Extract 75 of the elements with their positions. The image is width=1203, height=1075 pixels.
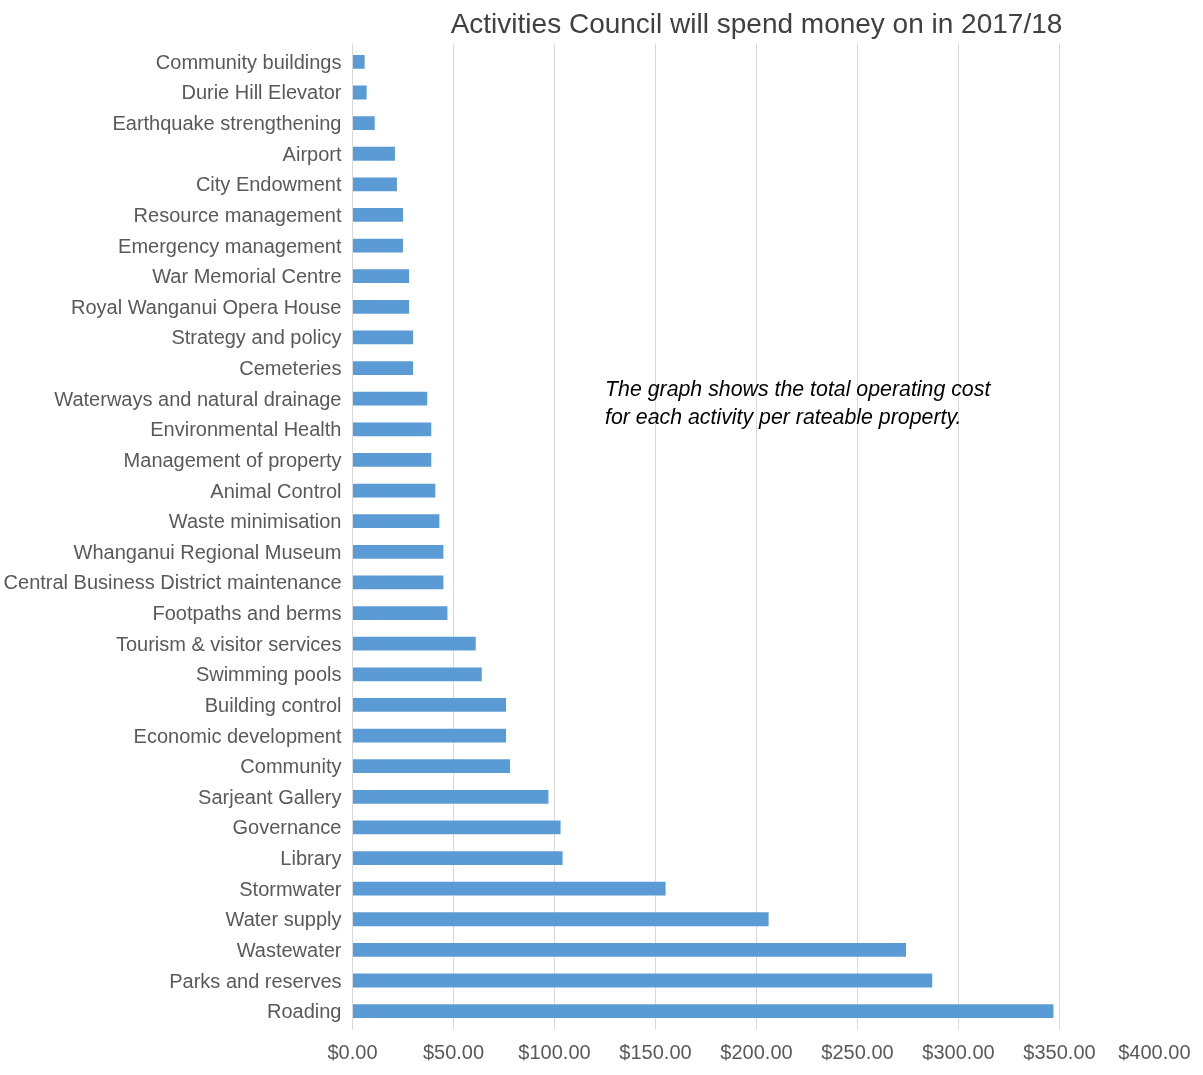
bar [352, 54, 365, 69]
bar [352, 881, 666, 896]
bar [352, 789, 549, 804]
y-tick-label: Wastewater [236, 938, 342, 961]
y-tick-label: City Endowment [195, 173, 342, 196]
y-tick-label: War Memorial Centre [152, 265, 342, 288]
bar [352, 299, 410, 314]
y-tick-label: Management of property [123, 448, 342, 471]
x-tick-label: $150.00 [619, 1040, 692, 1063]
y-tick-label: Library [280, 847, 342, 870]
y-tick-label: Strategy and policy [171, 326, 342, 349]
y-tick-label: Roading [267, 1000, 342, 1023]
bar [352, 483, 436, 498]
bar [352, 238, 403, 253]
y-tick-label: Airport [282, 142, 342, 165]
bar [352, 973, 933, 988]
y-tick-label: Footpaths and berms [152, 602, 342, 625]
y-tick-label: Central Business District maintenance [3, 571, 342, 594]
x-tick-label: $300.00 [922, 1040, 995, 1063]
annotation: The graph shows the total operating cost for each activity per rateable property. [605, 376, 992, 430]
bar [352, 698, 507, 712]
x-tick-label: $50.00 [422, 1040, 485, 1063]
bar [352, 514, 440, 529]
x-tick-label: $250.00 [821, 1040, 894, 1063]
chart-title: Activities Council will spend money on in 2017/18 [450, 7, 1063, 39]
bar [352, 208, 403, 222]
x-tick-label: $100.00 [518, 1040, 591, 1063]
y-tick-label: Durie Hill Elevator [181, 81, 342, 104]
bar [352, 575, 444, 590]
bar [352, 116, 375, 130]
y-tick-label: Whanganui Regional Museum [73, 540, 342, 563]
bar [352, 269, 410, 284]
bar [352, 667, 482, 682]
y-tick-label: Governance [232, 816, 342, 839]
y-tick-label: Water supply [225, 908, 342, 931]
x-tick-label: $400.00 [1118, 1040, 1191, 1063]
x-tick-label: $350.00 [1023, 1040, 1096, 1063]
bar [352, 146, 395, 161]
bar [352, 759, 511, 774]
y-tick-label: Economic development [133, 724, 342, 747]
x-tick-label: $200.00 [720, 1040, 793, 1063]
bar [352, 943, 906, 957]
y-tick-label: Waterways and natural drainage [54, 387, 342, 410]
bar [352, 820, 561, 835]
bar [352, 330, 414, 345]
bar [352, 544, 444, 559]
y-tick-label: Animal Control [210, 479, 342, 502]
bar [352, 636, 476, 651]
y-tick-label: Swimming pools [195, 663, 342, 686]
bar [352, 391, 428, 406]
bar [352, 85, 367, 100]
bar [352, 453, 432, 467]
bar [352, 851, 563, 865]
y-tick-label: Community [240, 755, 342, 778]
y-tick-label: Tourism & visitor services [115, 632, 342, 655]
bar [352, 1004, 1054, 1019]
y-tick-label: Cemeteries [239, 357, 342, 380]
bar [352, 912, 769, 927]
y-tick-label: Sarjeant Gallery [198, 785, 342, 808]
y-tick-label: Environmental Health [150, 418, 342, 441]
y-tick-label: Royal Wanganui Opera House [70, 295, 342, 318]
bar [352, 606, 448, 620]
y-tick-label: Parks and reserves [169, 969, 342, 992]
y-tick-label: Stormwater [239, 877, 342, 900]
y-tick-label: Resource management [133, 203, 342, 226]
bar [352, 422, 432, 437]
y-tick-label: Earthquake strengthening [112, 112, 342, 135]
x-tick-label: $0.00 [327, 1040, 378, 1063]
y-tick-label: Emergency management [118, 234, 342, 257]
bar [352, 728, 507, 743]
y-tick-label: Community buildings [155, 50, 342, 73]
y-tick-label: Waste minimisation [168, 510, 342, 533]
bar [352, 177, 397, 192]
bar [352, 361, 414, 375]
y-tick-label: Building control [204, 693, 342, 716]
